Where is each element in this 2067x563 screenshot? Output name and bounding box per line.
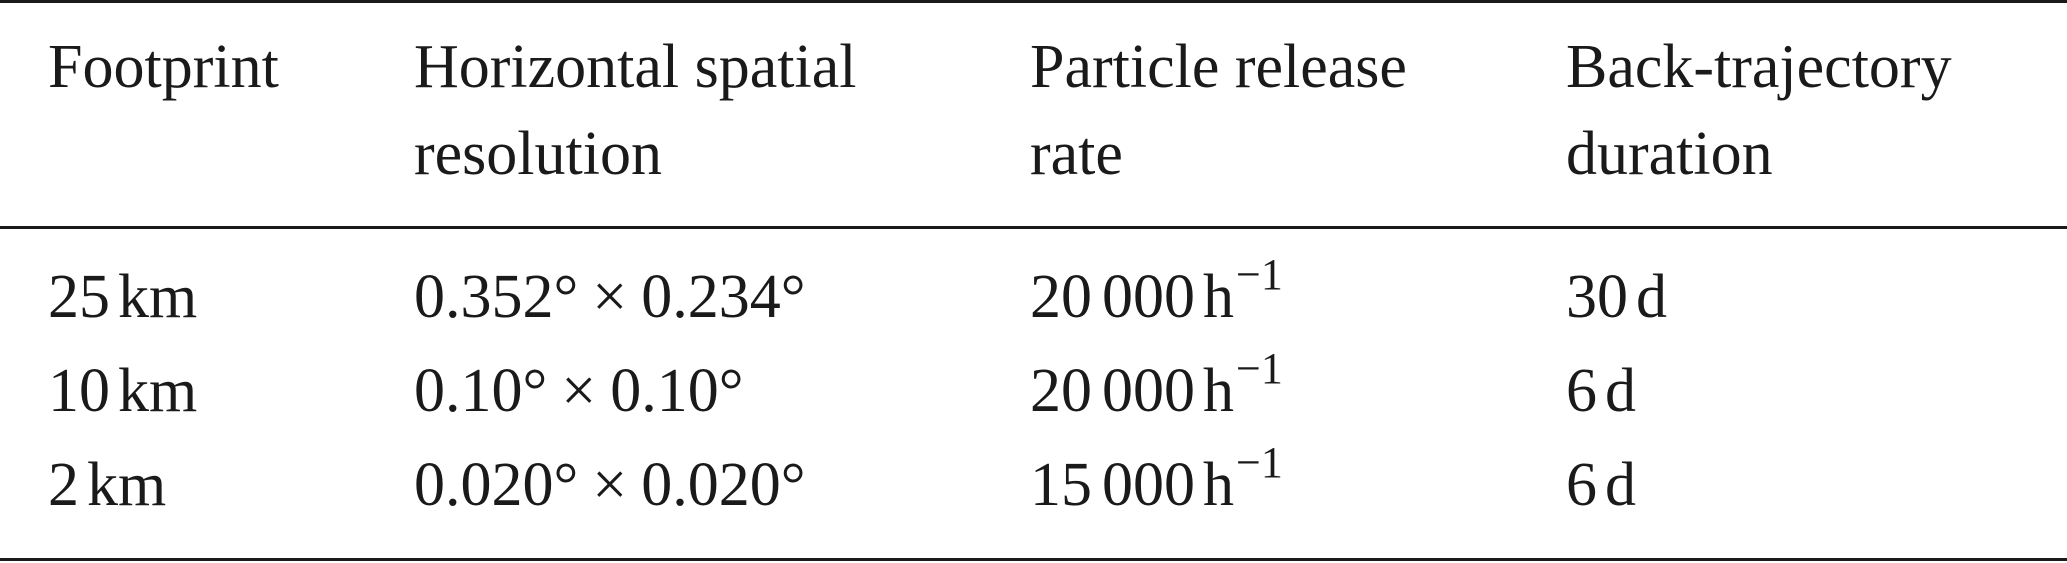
duration-unit: d bbox=[1636, 263, 1667, 331]
header-release-rate-line1: Particle release bbox=[1030, 33, 1407, 101]
table-header-rule bbox=[0, 226, 2067, 229]
footprint-unit: km bbox=[118, 263, 198, 331]
header-duration-line2: duration bbox=[1566, 120, 1773, 188]
times-symbol: × bbox=[592, 451, 628, 519]
footprint-unit: km bbox=[118, 357, 198, 425]
table-row-resolution: 0.352° × 0.234° bbox=[414, 258, 806, 336]
footprint-value: 10 bbox=[48, 357, 110, 425]
duration-unit: d bbox=[1605, 451, 1636, 519]
rate-rest: 000 bbox=[1102, 357, 1195, 425]
duration-unit: d bbox=[1605, 357, 1636, 425]
rate-unit: h bbox=[1203, 451, 1234, 519]
rate-exponent: −1 bbox=[1236, 250, 1283, 299]
rate-thousands: 20 bbox=[1030, 357, 1092, 425]
header-footprint: Footprint bbox=[48, 33, 279, 101]
rate-thousands: 15 bbox=[1030, 451, 1092, 519]
header-release-rate-line2: rate bbox=[1030, 120, 1123, 188]
duration-value: 6 bbox=[1566, 357, 1597, 425]
rate-thousands: 20 bbox=[1030, 263, 1092, 331]
header-resolution-line2: resolution bbox=[414, 120, 662, 188]
table-row-resolution: 0.10° × 0.10° bbox=[414, 352, 744, 430]
footprint-value: 25 bbox=[48, 263, 110, 331]
times-symbol: × bbox=[561, 357, 597, 425]
table-row-release-rate: 20 000 h−1 bbox=[1030, 250, 1283, 342]
table-row-footprint: 10 km bbox=[48, 352, 197, 430]
footprint-value: 2 bbox=[48, 451, 79, 519]
table-bottom-rule bbox=[0, 558, 2067, 561]
table-row-release-rate: 15 000 h−1 bbox=[1030, 438, 1283, 530]
table-row-footprint: 25 km bbox=[48, 258, 197, 336]
duration-value: 30 bbox=[1566, 263, 1628, 331]
header-duration-line1: Back-trajectory bbox=[1566, 33, 1952, 101]
table-row-footprint: 2 km bbox=[48, 446, 166, 524]
rate-unit: h bbox=[1203, 263, 1234, 331]
rate-exponent: −1 bbox=[1236, 438, 1283, 487]
duration-value: 6 bbox=[1566, 451, 1597, 519]
resolution-lon: 0.10° bbox=[414, 357, 548, 425]
resolution-lat: 0.234° bbox=[641, 263, 806, 331]
resolution-lat: 0.020° bbox=[641, 451, 806, 519]
table-top-rule bbox=[0, 0, 2067, 3]
rate-exponent: −1 bbox=[1236, 344, 1283, 393]
resolution-lon: 0.352° bbox=[414, 263, 579, 331]
rate-rest: 000 bbox=[1102, 263, 1195, 331]
table-row-resolution: 0.020° × 0.020° bbox=[414, 446, 806, 524]
rate-rest: 000 bbox=[1102, 451, 1195, 519]
resolution-lat: 0.10° bbox=[610, 357, 744, 425]
table-row-duration: 30 d bbox=[1566, 258, 1667, 336]
resolution-lon: 0.020° bbox=[414, 451, 579, 519]
table-row-release-rate: 20 000 h−1 bbox=[1030, 344, 1283, 436]
header-resolution-line1: Horizontal spatial bbox=[414, 33, 857, 101]
rate-unit: h bbox=[1203, 357, 1234, 425]
footprint-unit: km bbox=[87, 451, 167, 519]
times-symbol: × bbox=[592, 263, 628, 331]
